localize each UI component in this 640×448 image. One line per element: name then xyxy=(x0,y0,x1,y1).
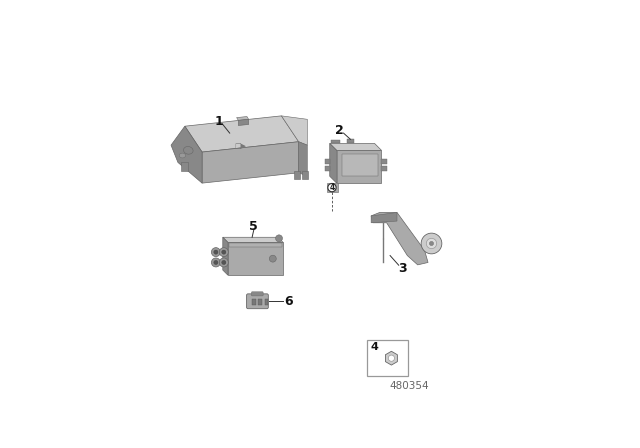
Text: 480354: 480354 xyxy=(389,381,429,391)
Circle shape xyxy=(214,260,218,264)
Polygon shape xyxy=(202,142,299,183)
Polygon shape xyxy=(302,171,308,179)
Polygon shape xyxy=(371,212,397,223)
Polygon shape xyxy=(282,116,307,145)
Polygon shape xyxy=(324,166,330,171)
Circle shape xyxy=(211,248,220,257)
Circle shape xyxy=(221,260,226,264)
Polygon shape xyxy=(330,143,381,151)
Circle shape xyxy=(276,235,282,242)
Circle shape xyxy=(429,241,433,246)
Polygon shape xyxy=(171,126,202,183)
FancyBboxPatch shape xyxy=(246,294,268,309)
Polygon shape xyxy=(299,142,307,176)
Polygon shape xyxy=(237,116,249,121)
Polygon shape xyxy=(324,159,330,164)
Text: □▶: □▶ xyxy=(234,143,246,149)
Polygon shape xyxy=(337,151,381,183)
Polygon shape xyxy=(330,143,337,183)
Polygon shape xyxy=(347,139,354,143)
Bar xyxy=(367,340,408,376)
FancyBboxPatch shape xyxy=(252,292,263,296)
Circle shape xyxy=(328,184,336,192)
Text: 2: 2 xyxy=(335,124,344,137)
Polygon shape xyxy=(331,140,340,143)
Circle shape xyxy=(220,258,228,267)
Polygon shape xyxy=(385,351,397,365)
Ellipse shape xyxy=(184,146,193,154)
Text: 4: 4 xyxy=(330,183,335,192)
Polygon shape xyxy=(228,244,282,247)
Ellipse shape xyxy=(179,153,186,158)
Polygon shape xyxy=(381,159,387,164)
Text: 4: 4 xyxy=(371,341,378,352)
Polygon shape xyxy=(294,171,300,179)
Circle shape xyxy=(220,248,228,257)
Text: 1: 1 xyxy=(214,115,223,128)
Polygon shape xyxy=(223,237,228,275)
Polygon shape xyxy=(327,183,339,192)
Text: 3: 3 xyxy=(399,262,407,275)
Text: 5: 5 xyxy=(250,220,258,233)
Circle shape xyxy=(388,355,394,361)
Polygon shape xyxy=(228,242,283,275)
Bar xyxy=(252,299,255,305)
Circle shape xyxy=(221,250,226,254)
Bar xyxy=(264,299,268,305)
Text: 6: 6 xyxy=(284,295,293,308)
Polygon shape xyxy=(181,163,188,171)
Circle shape xyxy=(421,233,442,254)
Bar xyxy=(259,299,262,305)
Polygon shape xyxy=(238,119,249,125)
Polygon shape xyxy=(223,237,283,242)
Circle shape xyxy=(426,238,436,249)
Polygon shape xyxy=(371,212,428,265)
Circle shape xyxy=(269,255,276,262)
Polygon shape xyxy=(381,166,387,171)
Polygon shape xyxy=(342,154,378,176)
Polygon shape xyxy=(185,116,299,152)
Circle shape xyxy=(214,250,218,254)
Circle shape xyxy=(211,258,220,267)
